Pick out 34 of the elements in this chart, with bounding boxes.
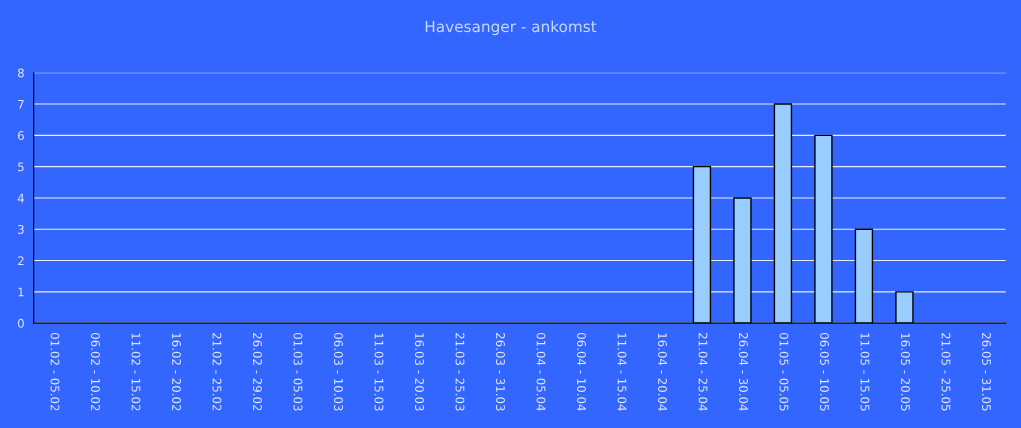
x-tick-label: 26.03 - 31.03 — [496, 333, 505, 411]
x-tick-label: 06.05 - 10.05 — [820, 332, 829, 411]
x-tick-label: 16.04 - 20.04 — [658, 333, 667, 411]
y-tick-label: 7 — [18, 99, 24, 109]
x-tick-label: 01.02 - 05.02 — [50, 332, 60, 411]
x-tick-label: 21.04 - 25.04 — [698, 333, 708, 411]
chart-title: Havesanger - ankomst — [425, 20, 597, 36]
x-tick-label: 11.05 - 15.05 — [860, 333, 870, 411]
x-tick-label: 01.03 - 05.03 — [293, 332, 303, 411]
y-tick-label: 4 — [17, 193, 24, 203]
x-tick-label: 21.03 - 25.03 — [455, 333, 465, 411]
x-tick-label: 11.02 - 15.02 — [131, 333, 141, 411]
x-tick-label: 21.05 - 25.05 — [941, 333, 951, 411]
x-tick-label: 16.03 - 20.03 — [415, 333, 424, 411]
x-tick-label: 16.02 - 20.02 — [172, 333, 181, 411]
x-tick-label: 26.05 - 31.05 — [982, 333, 991, 411]
y-tick-label: 3 — [18, 224, 24, 234]
y-tick-label: 1 — [18, 287, 24, 297]
y-tick-label: 6 — [17, 131, 24, 141]
x-tick-label: 11.04 - 15.04 — [617, 333, 627, 411]
x-tick-label: 11.03 - 15.03 — [374, 333, 384, 411]
x-tick-label: 06.04 - 10.04 — [577, 332, 586, 411]
y-tick-label: 8 — [17, 68, 24, 78]
y-tick-label: 5 — [18, 162, 24, 172]
y-tick-label: 2 — [18, 256, 24, 266]
x-tick-label: 26.04 - 30.04 — [739, 333, 748, 411]
x-tick-label: 01.04 - 05.04 — [536, 332, 546, 411]
x-tick-label: 26.02 - 29.02 — [253, 333, 262, 411]
x-tick-label: 21.02 - 25.02 — [212, 333, 222, 411]
x-tick-label: 06.02 - 10.02 — [91, 332, 100, 411]
x-tick-label: 06.03 - 10.03 — [334, 332, 343, 411]
y-tick-label: 0 — [17, 318, 24, 328]
x-tick-label: 01.05 - 05.05 — [779, 332, 789, 411]
x-tick-label: 16.05 - 20.05 — [901, 333, 910, 411]
